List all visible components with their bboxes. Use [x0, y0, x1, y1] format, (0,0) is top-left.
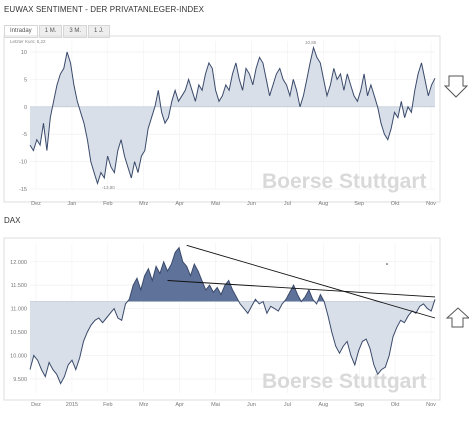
trendlines: [167, 244, 436, 319]
x-tick-label: Jan: [67, 201, 76, 207]
x-tick-label: Nov: [426, 402, 436, 408]
y-tick-label: 0: [24, 105, 27, 111]
x-tick-label: Mrz: [139, 402, 148, 408]
trendline-falling: [186, 244, 436, 319]
watermark-top: Boerse Stuttgart: [262, 170, 427, 193]
x-tick-label: Mai: [211, 402, 220, 408]
x-tick-label: Apr: [175, 201, 184, 207]
y-tick-label: -15: [19, 187, 27, 193]
x-tick-label: Sep: [354, 402, 364, 408]
x-tick-label: Aug: [318, 201, 328, 207]
y-tick-label: -10: [19, 160, 27, 166]
up-arrow-icon: [445, 307, 469, 328]
sentiment-x-ticks: Dez Jan Feb Mrz Apr Mai Jun Jul Aug Sep Okt Nov: [31, 201, 436, 207]
x-tick-label: Dez: [31, 402, 41, 408]
x-tick-label: Mai: [211, 201, 220, 207]
x-tick-label: Feb: [103, 402, 112, 408]
x-tick-label: Jul: [284, 402, 291, 408]
y-tick-label: -5: [22, 132, 27, 138]
area-fill-above: [127, 247, 435, 302]
x-tick-label: Dez: [31, 201, 41, 207]
x-tick-label: 2015: [66, 402, 78, 408]
series-line: [29, 45, 436, 186]
x-tick-label: Okt: [391, 201, 400, 207]
tab-1-month[interactable]: 1 M.: [38, 25, 63, 38]
x-tick-label: Apr: [175, 402, 184, 408]
y-tick-label: 9.500: [13, 377, 27, 383]
dax-chart-frame: [3, 237, 441, 401]
x-tick-label: Okt: [391, 402, 400, 408]
y-tick-label: 10: [21, 50, 27, 56]
trendline-flat: [167, 280, 436, 298]
x-tick-label: Jun: [247, 201, 256, 207]
x-tick-label: Nov: [426, 201, 436, 207]
area-fill: [30, 247, 435, 384]
tab-1-year[interactable]: 1 J.: [88, 25, 110, 38]
watermark-dax: Boerse Stuttgart: [262, 370, 427, 393]
high-label: 10,85: [305, 40, 317, 45]
x-tick-label: Feb: [103, 201, 112, 207]
x-tick-label: Jul: [284, 201, 291, 207]
x-tick-label: Jun: [247, 402, 256, 408]
sentiment-chart-frame: [3, 35, 441, 203]
dax-title: DAX: [4, 216, 21, 225]
y-tick-label: 5: [24, 77, 27, 83]
x-tick-label: Aug: [318, 402, 328, 408]
page-title: EUWAX SENTIMENT - DER PRIVATANLEGER-INDE…: [4, 5, 205, 14]
stray-dot: [386, 263, 388, 265]
x-tick-label: Sep: [354, 201, 364, 207]
tab-3-months[interactable]: 3 M.: [63, 25, 88, 38]
sentiment-series: [29, 45, 436, 186]
last-price-label: Letzter Kurs: 5,22: [10, 39, 46, 44]
dax-x-ticks: Dez 2015 Feb Mrz Apr Mai Jun Jul Aug Sep Okt Nov: [31, 402, 436, 408]
down-arrow-icon: [443, 75, 469, 98]
sentiment-y-ticks: 10 5 0 -5 -10 -15: [19, 50, 27, 193]
series-line: [29, 246, 436, 385]
y-tick-label: 10.500: [10, 330, 27, 336]
y-tick-label: 11.000: [11, 307, 27, 313]
area-fill: [30, 47, 435, 184]
dax-y-ticks: 12.000 11.500 11.000 10.500 10.000 9.500: [10, 260, 27, 383]
tab-intraday[interactable]: Intraday: [4, 25, 38, 38]
y-tick-label: 11.500: [11, 283, 27, 289]
y-tick-label: 12.000: [10, 260, 27, 266]
range-tabs: Intraday 1 M. 3 M. 1 J.: [4, 25, 111, 38]
low-label: -13,80: [102, 185, 115, 190]
y-tick-label: 10.000: [10, 354, 27, 360]
x-tick-label: Mrz: [139, 201, 148, 207]
dax-series: [29, 246, 436, 385]
